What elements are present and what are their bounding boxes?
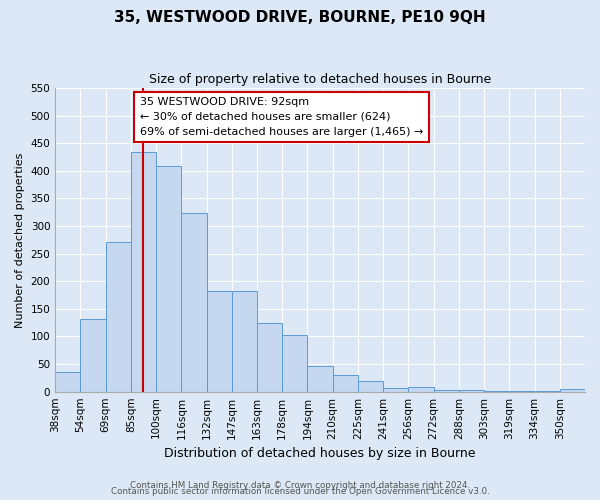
Bar [282,335,307,392]
X-axis label: Distribution of detached houses by size in Bourne: Distribution of detached houses by size … [164,447,476,460]
Bar [206,291,232,392]
Bar [332,375,358,392]
Title: Size of property relative to detached houses in Bourne: Size of property relative to detached ho… [149,72,491,86]
Bar [131,152,156,392]
Text: 35 WESTWOOD DRIVE: 92sqm
← 30% of detached houses are smaller (624)
69% of semi-: 35 WESTWOOD DRIVE: 92sqm ← 30% of detach… [140,97,424,137]
Text: 35, WESTWOOD DRIVE, BOURNE, PE10 9QH: 35, WESTWOOD DRIVE, BOURNE, PE10 9QH [114,10,486,25]
Bar [257,322,282,392]
Bar [459,390,484,392]
Bar [181,214,206,392]
Bar [80,319,106,392]
Text: Contains public sector information licensed under the Open Government Licence v3: Contains public sector information licen… [110,487,490,496]
Bar [509,390,535,392]
Bar [156,166,181,392]
Bar [106,242,131,392]
Bar [307,366,332,392]
Bar [409,388,434,392]
Bar [535,391,560,392]
Y-axis label: Number of detached properties: Number of detached properties [15,152,25,328]
Text: Contains HM Land Registry data © Crown copyright and database right 2024.: Contains HM Land Registry data © Crown c… [130,481,470,490]
Bar [358,380,383,392]
Bar [232,291,257,392]
Bar [383,388,409,392]
Bar [560,389,585,392]
Bar [55,372,80,392]
Bar [484,391,509,392]
Bar [434,390,459,392]
